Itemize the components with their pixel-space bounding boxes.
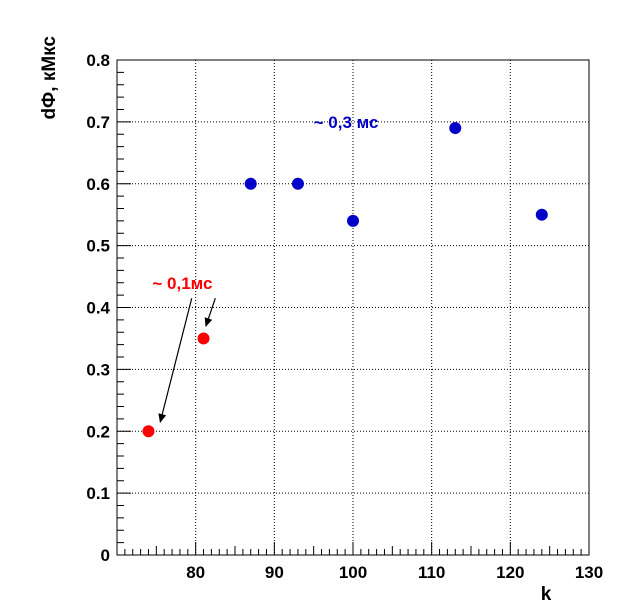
data-points bbox=[142, 122, 548, 438]
x-tick-label: 80 bbox=[186, 563, 205, 582]
axis-ticks bbox=[117, 59, 590, 556]
y-tick-label: 0.1 bbox=[86, 484, 110, 503]
x-tick-label: 90 bbox=[265, 563, 284, 582]
data-point-series-2 bbox=[244, 177, 257, 190]
x-tick-label: 100 bbox=[339, 563, 367, 582]
annotations: ~ 0,3 мс ~ 0,1мс bbox=[152, 113, 379, 423]
y-tick-label: 0.4 bbox=[86, 299, 110, 318]
y-tick-label: 0.5 bbox=[86, 237, 110, 256]
data-point-series-2 bbox=[347, 214, 359, 227]
y-tick-label: 0.3 bbox=[86, 360, 110, 379]
grid-lines bbox=[117, 60, 589, 555]
data-point-series-1 bbox=[197, 332, 210, 345]
x-tick-label: 110 bbox=[418, 563, 445, 582]
y-axis-label: dФ, кМкс bbox=[39, 36, 60, 120]
data-point-series-2 bbox=[535, 208, 548, 221]
data-point-series-2 bbox=[449, 122, 462, 135]
x-tick-label: 130 bbox=[575, 563, 603, 582]
x-axis-label: k bbox=[541, 584, 552, 605]
annotation-arrow bbox=[204, 298, 216, 328]
y-tick-label: 0.7 bbox=[86, 113, 110, 132]
annotation-label: ~ 0,1мс bbox=[152, 274, 212, 293]
x-tick-label: 120 bbox=[496, 563, 524, 582]
y-tick-label: 0.6 bbox=[86, 175, 110, 194]
annotation-label: ~ 0,3 мс bbox=[314, 113, 379, 132]
data-point-series-1 bbox=[142, 425, 155, 438]
y-tick-label: 0.2 bbox=[86, 422, 110, 441]
annotation-arrow bbox=[158, 298, 193, 423]
y-tick-label: 0.8 bbox=[86, 51, 110, 70]
data-point-series-2 bbox=[291, 177, 304, 190]
tick-labels: 80 90 100 110 120 130 0 0.1 0.2 0.3 0.4 0.5 0.6 0.7 0.… bbox=[86, 51, 603, 582]
y-tick-label: 0 bbox=[101, 546, 110, 565]
